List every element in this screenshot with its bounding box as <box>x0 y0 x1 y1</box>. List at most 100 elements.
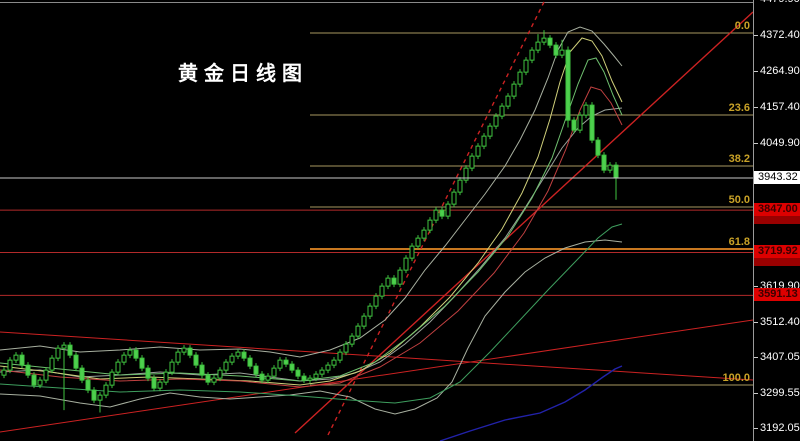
candle-body <box>499 105 505 117</box>
candle-body <box>97 394 103 401</box>
candle-body <box>85 379 91 391</box>
candle-body <box>439 209 445 217</box>
candle-body <box>601 154 607 171</box>
candle-body <box>223 361 229 371</box>
candle-body <box>205 374 211 383</box>
candle-body <box>475 145 481 157</box>
fib-level-label-23.6: 23.6 <box>728 102 750 114</box>
candle-body <box>451 191 457 205</box>
trendline-3[interactable] <box>294 11 754 434</box>
candle-body <box>457 179 463 193</box>
ma-yellow-line <box>0 37 623 386</box>
candle-body <box>433 209 439 221</box>
candle-body <box>517 71 523 85</box>
axis-label-3299.55: 3299.55 <box>760 386 800 399</box>
candle-body <box>355 325 361 337</box>
candle-body <box>103 384 109 396</box>
candle-body <box>79 367 85 381</box>
candle-body <box>313 373 319 379</box>
candle-body <box>115 361 121 373</box>
candle-body <box>133 349 139 359</box>
axis-tick <box>754 321 758 323</box>
candle-body <box>529 49 535 61</box>
candle-body <box>61 344 67 349</box>
bollinger-upper-line <box>0 26 623 358</box>
candle-body <box>1 369 7 376</box>
candle-body <box>217 369 223 379</box>
candle-body <box>187 347 193 356</box>
candle-body <box>169 361 175 373</box>
axis-label-4479.90: 4479.90 <box>760 0 800 5</box>
candle-body <box>373 295 379 307</box>
candle-body <box>385 277 391 287</box>
candle-body <box>235 351 241 357</box>
candle-body <box>577 114 583 131</box>
horizontal-price-lines <box>0 209 753 296</box>
ma-red-line <box>0 86 623 388</box>
candle-body <box>469 155 475 169</box>
candle-body <box>391 277 397 285</box>
candle-body <box>127 349 133 356</box>
fib-level-label-100.0: 100.0 <box>722 372 750 384</box>
candle-body <box>583 104 589 116</box>
chart-title: 黄金日线图 <box>178 61 308 85</box>
candle-body <box>211 377 217 383</box>
bollinger-lower-line <box>0 239 623 415</box>
axis-label-4264.90: 4264.90 <box>760 64 800 77</box>
axis-tick <box>754 35 758 36</box>
axis-label-4157.40: 4157.40 <box>760 100 800 113</box>
trendline-2[interactable] <box>0 319 754 433</box>
axis-tick <box>754 142 758 144</box>
candle-body <box>121 354 127 363</box>
candle-body <box>157 381 163 389</box>
candle-body <box>283 359 289 365</box>
candle-body <box>91 389 97 401</box>
candle-body <box>559 49 565 56</box>
candle-body <box>49 357 55 371</box>
candle-body <box>199 364 205 376</box>
axis-tick <box>754 392 758 394</box>
candle-body <box>55 347 61 359</box>
candle-body <box>25 364 31 376</box>
candle-body <box>175 351 181 363</box>
axis-label-4372.40: 4372.40 <box>760 29 800 41</box>
axis-label-3192.05: 3192.05 <box>760 422 800 435</box>
axis-tick <box>754 106 758 108</box>
candle-body <box>337 351 343 361</box>
candle-body <box>271 367 277 377</box>
candle-body <box>67 344 73 356</box>
candle-body <box>319 369 325 375</box>
candle-body <box>595 139 601 156</box>
candle-body <box>307 377 313 381</box>
candle-body <box>31 374 37 386</box>
candlesticks <box>1 30 619 413</box>
axis-label-3512.40: 3512.40 <box>760 315 800 328</box>
candle-body <box>361 315 367 327</box>
candle-body <box>571 119 577 131</box>
candle-body <box>331 359 337 366</box>
candle-body <box>19 354 25 366</box>
axis-tick <box>754 285 758 287</box>
fibonacci-lines <box>310 32 753 386</box>
current-price-tag: 3943.32 <box>754 171 800 185</box>
candle-body <box>145 367 151 379</box>
trendline-1[interactable] <box>0 331 754 381</box>
price-tag-3591.13: 3591.13 <box>754 288 800 302</box>
candle-body <box>193 354 199 366</box>
candle-body <box>7 359 13 371</box>
trendlines <box>0 0 754 436</box>
candle-body <box>37 379 43 386</box>
candle-body <box>163 371 169 383</box>
candle-body <box>265 375 271 381</box>
candle-body <box>415 237 421 247</box>
candle-body <box>325 364 331 371</box>
ma-green-fast-line <box>0 57 623 382</box>
candle-body <box>367 305 373 317</box>
candle-body <box>535 41 541 51</box>
axis-label-4049.90: 4049.90 <box>760 136 800 149</box>
candle-body <box>241 351 247 359</box>
candle-body <box>397 269 403 285</box>
candle-body <box>379 285 385 297</box>
